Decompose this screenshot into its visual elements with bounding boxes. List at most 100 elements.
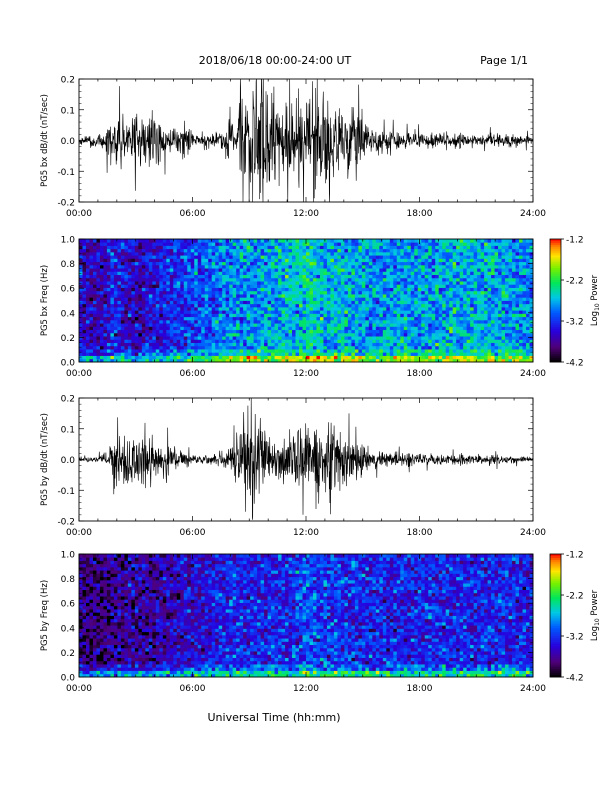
heatmap-cell [449,310,454,314]
heatmap-cell [250,274,255,279]
heatmap-cell [505,345,509,350]
heatmap-cell [120,258,125,263]
heatmap-cell [351,323,356,327]
heatmap-cell [148,306,153,311]
heatmap-cell [187,290,192,295]
heatmap-cell [466,336,471,340]
heatmap-cell [302,342,307,347]
heatmap-cell [145,258,150,263]
heatmap-cell [501,287,506,292]
heatmap-cell [99,290,104,295]
heatmap-cell [194,326,199,331]
heatmap-cell [197,248,202,253]
heatmap-cell [187,274,192,279]
heatmap-cell [162,326,167,331]
heatmap-cell [306,297,310,301]
heatmap-cell [138,345,143,350]
heatmap-cell [417,248,422,253]
heatmap-cell [368,255,373,259]
heatmap-cell [166,290,171,295]
heatmap-cell [134,281,139,285]
heatmap-cell [522,239,527,243]
heatmap-cell [424,306,429,311]
heatmap-cell [487,290,492,295]
heatmap-cell [512,258,516,263]
heatmap-cell [271,290,275,295]
heatmap-cell [319,281,324,285]
heatmap-cell [302,313,307,318]
heatmap-cell [340,323,345,327]
heatmap-cell [459,290,464,295]
heatmap-cell [337,319,342,324]
heatmap-cell [337,355,342,360]
heatmap-cell [365,316,370,321]
heatmap-cell [215,248,220,253]
heatmap-cell [281,248,286,253]
heatmap-cell [274,303,279,308]
heatmap-cell [159,261,164,266]
heatmap-cell [519,326,523,331]
heatmap-cell [145,261,150,266]
heatmap-cell [250,313,255,318]
heatmap-cell [85,310,90,314]
heatmap-cell [250,242,255,246]
heatmap-cell [264,336,268,340]
heatmap-cell [162,352,167,356]
heatmap-cell [292,345,296,350]
heatmap-cell [424,323,429,327]
heatmap-cell [190,313,195,318]
heatmap-cell [166,326,171,331]
heatmap-cell [491,329,495,334]
heatmap-cell [414,284,419,288]
heatmap-cell [393,281,398,285]
heatmap-cell [344,326,349,331]
heatmap-cell [215,264,220,269]
heatmap-cell [431,323,436,327]
heatmap-cell [117,251,122,256]
heatmap-cell [274,239,279,243]
heatmap-cell [410,264,415,269]
heatmap-cell [421,242,426,246]
heatmap-cell [306,268,310,272]
heatmap-cell [522,349,527,353]
heatmap-cell [267,358,272,363]
heatmap-cell [260,242,265,246]
heatmap-cell [267,297,272,301]
heatmap-cell [176,264,181,269]
heatmap-cell [120,316,125,321]
heatmap-cell [243,251,248,256]
heatmap-cell [519,332,523,337]
heatmap-cell [515,303,520,308]
heatmap-cell [449,300,454,305]
heatmap-cell [358,323,363,327]
heatmap-cell [354,332,359,337]
heatmap-cell [442,300,447,305]
heatmap-cell [117,310,122,314]
heatmap-cell [351,310,356,314]
heatmap-cell [522,329,527,334]
heatmap-cell [257,329,261,334]
heatmap-cell [463,297,468,301]
heatmap-cell [459,242,464,246]
heatmap-cell [431,326,436,331]
heatmap-cell [162,258,167,263]
heatmap-cell [340,239,345,243]
heatmap-cell [274,345,279,350]
heatmap-cell [515,310,520,314]
heatmap-cell [162,242,167,246]
heatmap-cell [333,349,338,353]
heatmap-cell [445,310,450,314]
heatmap-cell [208,323,213,327]
heatmap-cell [295,274,300,279]
heatmap-cell [239,287,244,292]
heatmap-cell [267,300,272,305]
heatmap-cell [208,239,213,243]
heatmap-cell [494,255,499,259]
heatmap-cell [375,316,380,321]
heatmap-cell [211,268,216,272]
heatmap-cell [505,310,509,314]
heatmap-cell [452,281,457,285]
heatmap-cell [358,255,363,259]
heatmap-cell [463,251,468,256]
heatmap-cell [117,245,122,250]
